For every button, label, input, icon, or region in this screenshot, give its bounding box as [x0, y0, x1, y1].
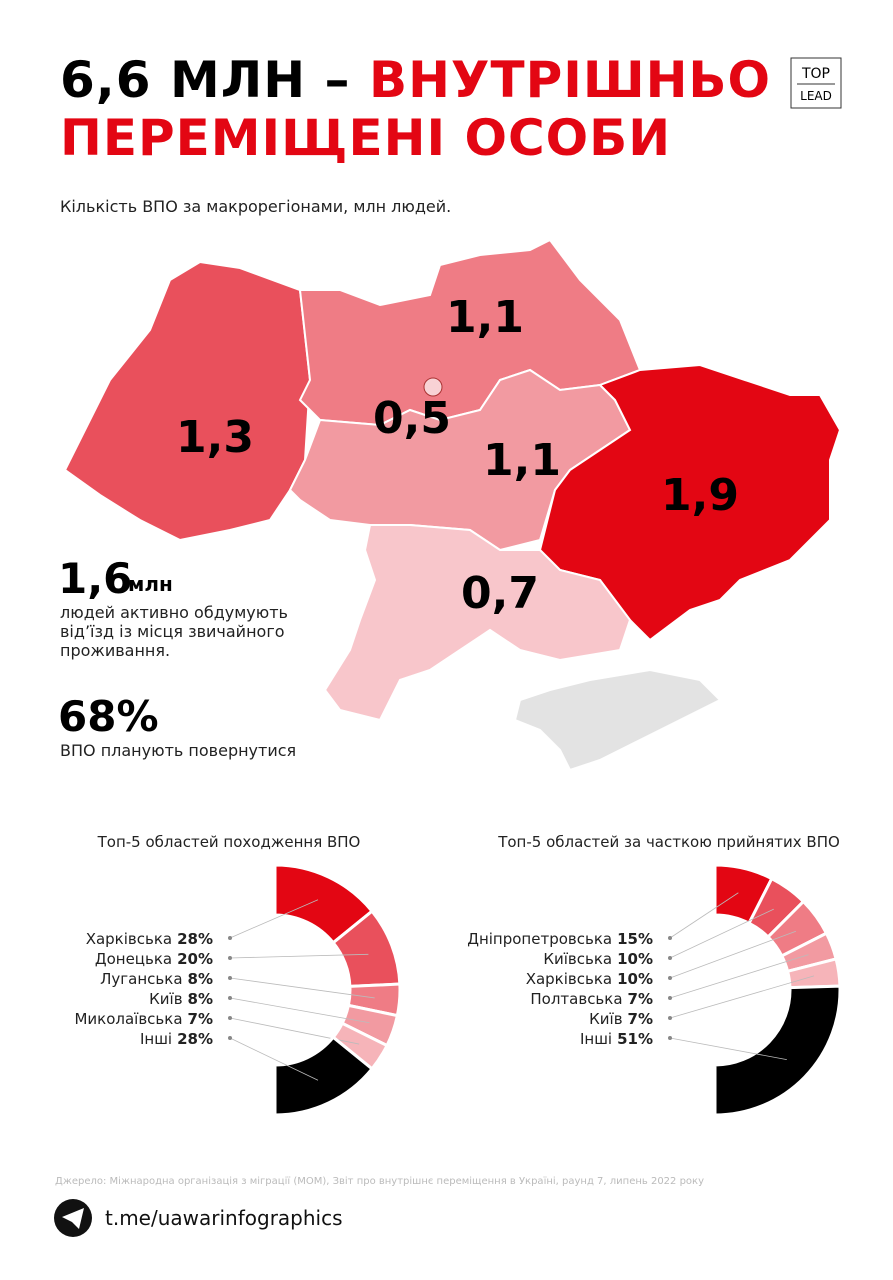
link[interactable]: t.me/uawarinfographics: [105, 1206, 343, 1230]
legend-dot: [668, 996, 672, 1000]
legend-value: 7%: [188, 1010, 213, 1028]
leader-line: [669, 908, 774, 959]
leader-line: [229, 997, 370, 1024]
legend-label: Полтавська 7%: [530, 990, 653, 1008]
legend-dot: [228, 1036, 232, 1040]
region-label: 0,7: [461, 568, 539, 619]
legend-label: Київська 10%: [543, 950, 653, 968]
stat-value: 68%: [58, 692, 159, 741]
logo-box: [790, 57, 842, 109]
map-subtitle: Кількість ВПО за макрорегіонами, млн люд…: [60, 197, 451, 216]
map-region: [63, 260, 312, 542]
region-label: 1,1: [483, 435, 561, 486]
stat-text: від’їзд із місця звичайного: [60, 622, 285, 641]
leader-line: [669, 954, 809, 999]
map: 1,3 1,1 0,5 1,1 1,9 0,7: [63, 238, 842, 772]
legend-name: Київ: [149, 990, 182, 1008]
kyiv-city: [423, 377, 443, 397]
leader-line: [229, 899, 319, 939]
telegram-plane: [62, 1208, 84, 1229]
charts: Топ-5 областей походження ВПО Харківська 2…: [74, 833, 842, 1117]
leader-line: [229, 953, 369, 959]
legend-name: Інші: [580, 1030, 612, 1048]
legend-name: Полтавська: [530, 990, 622, 1008]
leader-line: [669, 930, 797, 979]
legend-label: Донецька 20%: [95, 950, 213, 968]
title-red: ВНУТРІШНЬО: [369, 51, 771, 109]
logo-bottom: LEAD: [800, 89, 832, 103]
legend-dot: [228, 976, 232, 980]
title-line-2: ПЕРЕМІЩЕНІ ОСОБИ: [60, 109, 671, 167]
legend-label: Інші 28%: [140, 1030, 213, 1048]
leader-line: [669, 975, 815, 1019]
legend-name: Дніпропетровська: [467, 930, 612, 948]
leader-line: [669, 892, 739, 939]
legend-label: Київ 8%: [149, 990, 213, 1008]
legend-name: Харківська: [526, 970, 612, 988]
leader-line: [229, 1037, 319, 1081]
legend-name: Інші: [140, 1030, 172, 1048]
stat-value: 1,6: [58, 554, 132, 603]
stat-unit: млн: [128, 572, 173, 596]
legend-value: 28%: [177, 930, 213, 948]
legend-label: Інші 51%: [580, 1030, 653, 1048]
crimea: [513, 668, 722, 772]
title-black: 6,6 МЛН –: [60, 51, 351, 109]
legend-dot: [668, 976, 672, 980]
logo-top: TOP: [801, 66, 830, 82]
legend-value: 20%: [177, 950, 213, 968]
stat-text: людей активно обдумують: [60, 603, 288, 622]
legend-label: Харківська 10%: [526, 970, 653, 988]
title-line-1: 6,6 МЛН – ВНУТРІШНЬО: [60, 51, 771, 109]
donut-segment: [273, 1035, 375, 1117]
legend-dot: [228, 996, 232, 1000]
legend-dot: [228, 1016, 232, 1020]
legend-value: 10%: [617, 950, 653, 968]
legend-dot: [228, 956, 232, 960]
legend-dot: [668, 1036, 672, 1040]
legend-label: Луганська 8%: [100, 970, 213, 988]
legend-dot: [668, 1016, 672, 1020]
legend-value: 28%: [177, 1030, 213, 1048]
legend-value: 7%: [628, 1010, 653, 1028]
stat-text: проживання.: [60, 641, 170, 660]
legend-name: Миколаївська: [74, 1010, 182, 1028]
legend-name: Київська: [543, 950, 612, 968]
source: Джерело: Міжнародна організація з міграц…: [55, 1175, 704, 1187]
legend-label: Дніпропетровська 15%: [467, 930, 653, 948]
region-label: 1,1: [446, 292, 524, 343]
legend-name: Київ: [589, 1010, 622, 1028]
legend-dot: [668, 956, 672, 960]
legend-value: 8%: [188, 990, 213, 1008]
legend-value: 15%: [617, 930, 653, 948]
region-label: 0,5: [373, 393, 451, 444]
legend-value: 51%: [617, 1030, 653, 1048]
legend-value: 8%: [188, 970, 213, 988]
map-region: [538, 363, 842, 642]
legend-dot: [228, 936, 232, 940]
legend-name: Луганська: [100, 970, 182, 988]
legend-label: Миколаївська 7%: [74, 1010, 213, 1028]
leader-line: [669, 1037, 787, 1060]
donut-segment: [713, 984, 842, 1117]
legend-label: Київ 7%: [589, 1010, 653, 1028]
legend-dot: [668, 936, 672, 940]
leader-line: [229, 977, 375, 999]
map-region: [323, 524, 632, 722]
region-label: 1,3: [176, 412, 254, 463]
legend-value: 7%: [628, 990, 653, 1008]
legend-name: Харківська: [86, 930, 172, 948]
stat-text: ВПО планують повернутися: [60, 741, 296, 760]
legend-name: Донецька: [95, 950, 172, 968]
chart-title: Топ-5 областей за часткою прийнятих ВПО: [497, 833, 840, 851]
legend-label: Харківська 28%: [86, 930, 213, 948]
legend-value: 10%: [617, 970, 653, 988]
region-label: 1,9: [661, 470, 739, 521]
chart-title: Топ-5 областей походження ВПО: [97, 833, 361, 851]
